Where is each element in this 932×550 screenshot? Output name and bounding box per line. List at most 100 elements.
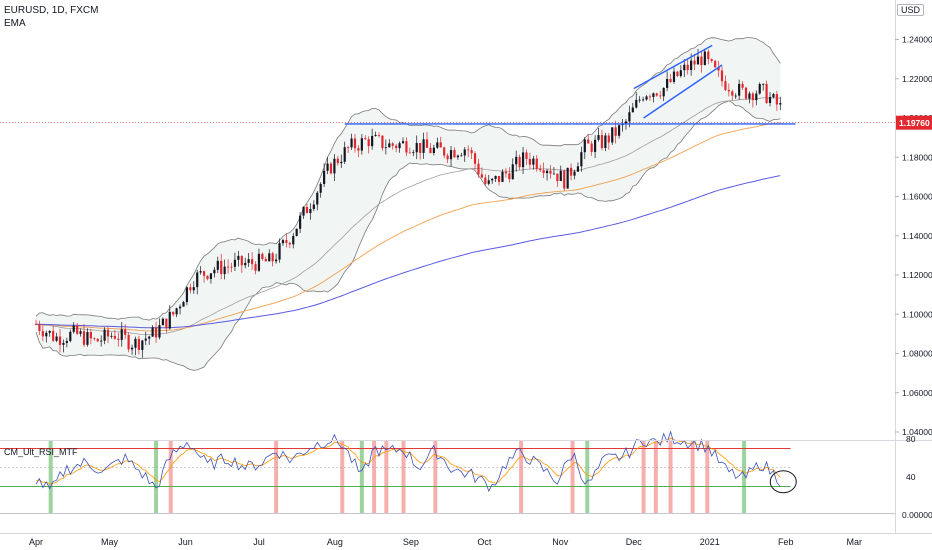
- candle-body: [55, 336, 58, 341]
- candle-body: [467, 149, 470, 151]
- rsi-overbought-band: [372, 441, 377, 513]
- candle-body: [233, 259, 237, 267]
- candle-body: [755, 93, 758, 101]
- candle-body: [429, 147, 432, 154]
- rsi-tick-label: 40: [906, 472, 916, 482]
- time-tick-label: Jul: [253, 537, 265, 547]
- candle-body: [744, 87, 748, 99]
- candle-body: [182, 302, 185, 307]
- candle-body: [487, 180, 490, 184]
- candle-body: [76, 325, 79, 334]
- candle-body: [192, 287, 195, 291]
- candle-body: [638, 99, 641, 101]
- candle-body: [738, 83, 741, 96]
- candle-body: [113, 335, 116, 339]
- candle-body: [250, 259, 254, 265]
- candle-body: [72, 325, 75, 332]
- candle-body: [281, 240, 285, 244]
- candle-body: [758, 84, 761, 94]
- candle-body: [734, 95, 737, 97]
- candle-body: [226, 266, 230, 268]
- candle-body: [511, 164, 514, 180]
- candle-body: [497, 175, 501, 182]
- rsi-overbought-band: [690, 441, 695, 513]
- candle-body: [278, 243, 281, 260]
- candle-body: [220, 260, 223, 275]
- candle-body: [768, 97, 772, 104]
- candle-body: [120, 329, 123, 340]
- rsi-oversold-band: [48, 441, 53, 513]
- time-tick-label: Oct: [477, 537, 492, 547]
- rsi-tick-label: 0.00000: [902, 510, 932, 520]
- candle-body: [535, 158, 538, 169]
- candle-body: [597, 135, 600, 140]
- time-tick-label: Apr: [29, 537, 43, 547]
- candle-body: [371, 135, 374, 147]
- rsi-overbought-band: [705, 441, 710, 513]
- candle-body: [302, 206, 305, 216]
- candle-body: [326, 163, 329, 171]
- price-tick-label: 1.06000: [902, 388, 932, 398]
- rsi-overbought-band: [653, 441, 658, 513]
- rsi-overbought-band: [519, 441, 524, 513]
- rsi-overbought-band: [668, 441, 673, 513]
- candle-body: [463, 149, 466, 156]
- candle-body: [257, 253, 261, 271]
- last-price-label: 1.19760: [899, 118, 930, 128]
- candle-body: [124, 329, 127, 335]
- price-tick-label: 1.12000: [902, 270, 932, 280]
- time-tick-label: Mar: [847, 537, 863, 547]
- candle-body: [614, 127, 617, 136]
- candle-body: [518, 156, 521, 168]
- candle-body: [563, 170, 566, 189]
- candle-body: [436, 142, 439, 148]
- candle-body: [196, 272, 199, 288]
- candle-body: [703, 51, 706, 65]
- candle-body: [350, 138, 353, 148]
- time-tick-label: Aug: [327, 537, 343, 547]
- candle-body: [700, 56, 703, 65]
- candle-body: [230, 266, 233, 268]
- candle-body: [189, 287, 192, 291]
- candle-body: [388, 143, 391, 148]
- candle-body: [323, 170, 326, 184]
- time-tick-label: Feb: [778, 537, 794, 547]
- candle-body: [309, 208, 312, 214]
- candle-body: [343, 147, 346, 162]
- candle-body: [707, 51, 710, 60]
- candle-body: [106, 329, 110, 337]
- candle-body: [717, 67, 720, 71]
- candle-body: [415, 143, 418, 153]
- candle-body: [353, 138, 357, 149]
- candle-body: [480, 174, 483, 178]
- candle-body: [347, 147, 350, 149]
- candle-body: [244, 262, 247, 266]
- candle-body: [748, 93, 751, 99]
- annotation-circle: [769, 470, 797, 494]
- candle-body: [484, 177, 487, 184]
- candle-body: [185, 287, 189, 303]
- candle-body: [117, 338, 120, 340]
- candle-body: [432, 147, 435, 154]
- candle-body: [559, 170, 562, 181]
- candle-body: [65, 341, 68, 343]
- price-tick-label: 1.04000: [902, 427, 932, 437]
- candle-body: [58, 336, 62, 345]
- candle-body: [642, 99, 645, 101]
- currency-badge[interactable]: USD: [896, 4, 924, 16]
- candle-body: [549, 170, 552, 174]
- candle-body: [79, 331, 82, 334]
- rsi-overbought-band: [384, 441, 389, 513]
- candle-body: [357, 148, 360, 151]
- candle-body: [48, 330, 51, 333]
- candle-body: [395, 145, 398, 149]
- candle-body: [762, 83, 765, 85]
- candle-body: [521, 152, 525, 168]
- candle-body: [446, 155, 449, 160]
- bollinger-lower: [35, 100, 781, 371]
- candle-body: [206, 275, 209, 279]
- candle-body: [443, 147, 446, 156]
- candle-body: [631, 107, 634, 113]
- rsi-pane: [0, 430, 895, 514]
